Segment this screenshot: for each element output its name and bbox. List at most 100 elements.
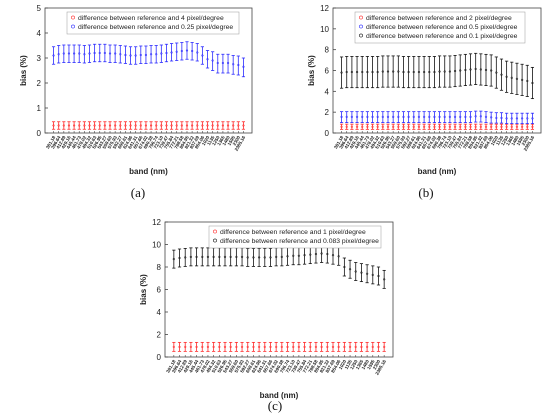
data-point-p0-1-29 [201, 54, 204, 57]
data-point-p1-0-34 [515, 125, 519, 128]
x-tick-label-p0-0: 381.18 [45, 135, 57, 150]
data-point-p2-1-8 [218, 255, 221, 259]
y-tick-label-p0-2: 2 [37, 79, 42, 88]
data-point-p1-2-19 [438, 70, 441, 73]
data-point-p0-0-17 [139, 124, 142, 127]
data-point-p1-0-25 [469, 125, 472, 128]
x-tick-label-p2-33: 1365 [355, 359, 365, 371]
data-point-p1-2-1 [345, 70, 348, 74]
data-point-p1-0-0 [340, 125, 343, 128]
data-point-p2-1-0 [172, 257, 175, 261]
y-tick-label-p2-5: 10 [152, 241, 161, 250]
x-tick-label-p1-25: 788.58 [462, 135, 474, 150]
x-tick-label-p2-35: 1595 [366, 359, 376, 371]
data-point-p2-1-33 [360, 271, 363, 274]
data-point-p0-0-26 [185, 124, 189, 127]
series-p2-1 [172, 244, 386, 289]
data-point-p1-1-37 [531, 117, 534, 120]
data-point-p1-0-16 [422, 125, 426, 128]
data-point-p1-1-33 [510, 117, 513, 120]
x-tick-label-p2-22: 739.47 [290, 359, 302, 374]
y-tick-label-p2-0: 0 [157, 353, 162, 362]
data-point-p0-0-12 [113, 124, 117, 127]
data-point-p1-1-28 [484, 115, 488, 119]
series-p0-0 [51, 121, 246, 130]
data-point-p1-1-10 [392, 115, 395, 119]
panel-b-caption: (b) [418, 185, 433, 200]
data-point-p2-0-35 [371, 345, 374, 349]
data-point-p1-0-36 [526, 125, 529, 128]
x-tick-label-p0-24: 772.21 [168, 135, 180, 150]
data-point-p2-0-22 [297, 345, 301, 349]
x-tick-label-p1-29: 854.06 [483, 135, 495, 150]
data-point-p1-2-15 [417, 70, 421, 74]
x-tick-label-p0-35: 1595 [227, 135, 237, 147]
x-tick-label-p1-34: 1480 [510, 135, 520, 147]
data-point-p1-1-19 [438, 115, 441, 119]
legend-label-p1-2: difference between reference and 0.1 pix… [366, 33, 518, 40]
data-point-p2-0-31 [348, 345, 352, 349]
x-tick-label-p1-10: 543.27 [385, 135, 397, 150]
data-point-p2-0-34 [365, 345, 369, 349]
data-point-p1-0-37 [531, 125, 534, 128]
legend-box-p0 [66, 11, 240, 35]
data-point-p1-0-7 [376, 125, 379, 128]
series-p1-2 [339, 52, 535, 100]
panel-c-caption: (c) [268, 398, 282, 413]
data-point-p0-1-19 [149, 53, 153, 56]
data-point-p1-1-35 [520, 117, 524, 120]
data-point-p1-0-31 [500, 125, 503, 128]
data-point-p0-1-15 [129, 54, 132, 57]
data-point-p1-0-1 [345, 125, 348, 128]
legend-marker-p2-0 [213, 229, 217, 234]
data-point-p1-1-36 [526, 117, 529, 120]
data-point-p2-0-33 [360, 345, 363, 349]
x-tick-label-p1-2: 412.89 [343, 135, 355, 150]
data-point-p2-1-28 [331, 254, 335, 257]
x-tick-label-p1-31: 1135 [495, 135, 505, 147]
y-tick-label-p0-1: 1 [37, 104, 42, 113]
data-point-p2-0-27 [326, 345, 329, 349]
data-point-p1-1-0 [340, 115, 343, 119]
x-tick-label-p2-16: 641.31 [256, 359, 268, 374]
data-point-p2-1-3 [189, 255, 193, 259]
x-tick-label-p2-23: 755.84 [296, 359, 308, 374]
data-point-p2-1-12 [240, 255, 244, 259]
data-point-p0-1-23 [170, 51, 173, 54]
data-point-p1-0-8 [381, 125, 384, 128]
data-point-p2-0-28 [331, 345, 335, 349]
legend-box-p1 [354, 11, 526, 44]
data-point-p1-1-27 [479, 115, 482, 118]
x-tick-label-p0-4: 445.44 [66, 135, 78, 150]
x-tick-label-p0-3: 429.16 [60, 135, 72, 150]
data-point-p0-0-23 [170, 124, 173, 127]
x-tick-label-p1-20: 706.74 [436, 135, 448, 150]
data-point-p1-0-30 [495, 125, 498, 128]
data-point-p1-2-29 [490, 69, 493, 72]
data-point-p1-2-7 [376, 70, 379, 74]
data-point-p0-0-22 [165, 124, 168, 127]
y-tick-label-p1-4: 8 [325, 46, 330, 55]
data-point-p1-0-32 [505, 125, 508, 128]
x-tick-label-p0-32: 1250 [211, 135, 221, 147]
data-point-p2-1-19 [280, 255, 283, 259]
data-point-p0-1-17 [139, 53, 142, 57]
x-tick-label-p1-7: 494.32 [369, 135, 381, 150]
data-point-p1-2-11 [397, 70, 400, 73]
data-point-p0-0-18 [144, 124, 148, 127]
x-tick-label-p1-5: 461.73 [359, 135, 371, 150]
data-point-p1-1-18 [433, 115, 436, 119]
legend-marker-p1-0 [359, 15, 363, 20]
data-point-p2-0-17 [269, 345, 272, 349]
x-tick-label-p2-1: 396.64 [171, 359, 183, 374]
data-point-p2-1-20 [286, 255, 289, 258]
x-tick-label-p1-12: 575.93 [395, 135, 407, 150]
data-point-p2-1-35 [371, 273, 374, 277]
data-point-p1-1-6 [371, 115, 374, 119]
data-point-p1-0-29 [490, 125, 493, 128]
data-point-p2-0-32 [354, 345, 357, 349]
x-tick-label-p1-30: 1020 [490, 135, 500, 147]
data-point-p0-1-1 [57, 53, 60, 56]
x-tick-label-p1-19: 690.38 [431, 135, 443, 150]
data-point-p0-0-24 [175, 124, 178, 127]
